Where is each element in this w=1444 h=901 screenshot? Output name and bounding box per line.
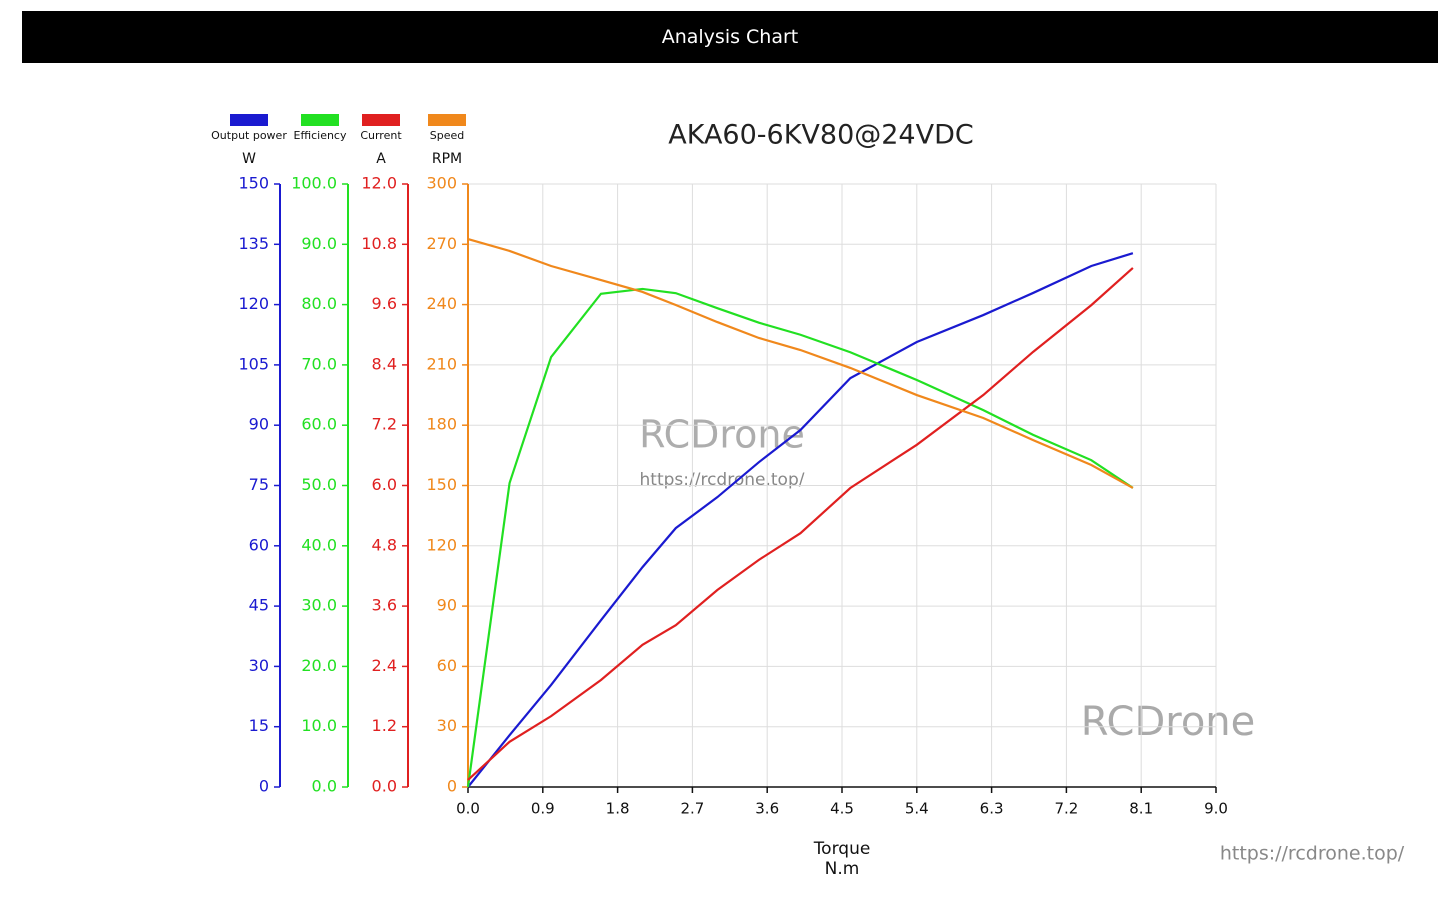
y-tick-label: 90.0	[301, 234, 337, 253]
y-tick-label: 30.0	[301, 596, 337, 615]
x-tick-label: 9.0	[1204, 800, 1228, 818]
x-tick-label: 4.5	[830, 800, 854, 818]
legend-swatch	[428, 114, 466, 126]
series-line	[467, 238, 1134, 489]
y-tick-label: 2.4	[372, 656, 397, 675]
chart-title: AKA60-6KV80@24VDC	[668, 120, 973, 151]
y-tick-label: 135	[238, 234, 269, 253]
y4-axis-unit: RPM	[432, 151, 462, 167]
x-axis-label: Torque	[813, 839, 871, 859]
x-tick-label: 8.1	[1129, 800, 1153, 818]
y-tick-label: 150	[238, 174, 269, 193]
y-axis-unit: W	[242, 151, 256, 167]
legend-swatch	[362, 114, 400, 126]
y-tick-label: 4.8	[372, 535, 397, 554]
x-tick-label: 1.8	[606, 800, 630, 818]
y-tick-label: 7.2	[372, 415, 397, 434]
y-tick-label: 60.0	[301, 415, 337, 434]
y-tick-label: 40.0	[301, 535, 337, 554]
y-tick-label: 10.8	[361, 234, 397, 253]
series-line	[467, 267, 1134, 781]
y-tick-label: 150	[426, 475, 457, 494]
y-tick-label: 75	[249, 475, 269, 494]
y-tick-label: 180	[426, 415, 457, 434]
y-tick-label: 60	[249, 535, 269, 554]
legend-swatch	[301, 114, 339, 126]
x-tick-label: 6.3	[980, 800, 1004, 818]
y-tick-label: 100.0	[291, 174, 337, 193]
y-tick-label: 20.0	[301, 656, 337, 675]
y-tick-label: 105	[238, 354, 269, 373]
y3-axis-unit: A	[376, 151, 386, 167]
watermark: https://rcdrone.top/	[640, 470, 805, 490]
y-tick-label: 0	[447, 777, 457, 796]
y-tick-label: 10.0	[301, 716, 337, 735]
x-tick-label: 7.2	[1054, 800, 1078, 818]
x-tick-label: 0.9	[531, 800, 555, 818]
watermark: RCDrone	[1081, 699, 1256, 745]
y-tick-label: 8.4	[372, 354, 397, 373]
y-tick-label: 30	[437, 716, 457, 735]
legend-swatch	[230, 114, 268, 126]
y-tick-label: 90	[249, 415, 269, 434]
y-tick-label: 9.6	[372, 294, 397, 313]
x-tick-label: 5.4	[905, 800, 929, 818]
y-tick-label: 60	[437, 656, 457, 675]
y-tick-label: 70.0	[301, 354, 337, 373]
y-tick-label: 0.0	[312, 777, 337, 796]
y-tick-label: 210	[426, 354, 457, 373]
y-tick-label: 6.0	[372, 475, 397, 494]
series-line	[466, 287, 1134, 788]
y-tick-label: 270	[426, 234, 457, 253]
y-tick-label: 240	[426, 294, 457, 313]
legend-label: Current	[360, 129, 402, 142]
x-tick-label: 0.0	[456, 800, 480, 818]
y-tick-label: 50.0	[301, 475, 337, 494]
legend-label: Efficiency	[294, 129, 347, 142]
watermark: RCDrone	[639, 413, 805, 457]
x-tick-label: 2.7	[680, 800, 704, 818]
y-tick-label: 120	[238, 294, 269, 313]
y-tick-label: 1.2	[372, 716, 397, 735]
y-tick-label: 80.0	[301, 294, 337, 313]
y-tick-label: 0.0	[372, 777, 397, 796]
watermark: https://rcdrone.top/	[1220, 843, 1405, 865]
y-tick-label: 3.6	[372, 596, 397, 615]
y-tick-label: 300	[426, 174, 457, 193]
y-tick-label: 15	[249, 716, 269, 735]
y-tick-label: 90	[437, 596, 457, 615]
y-tick-label: 120	[426, 535, 457, 554]
y-tick-label: 30	[249, 656, 269, 675]
legend-label: Output power	[211, 129, 287, 142]
header-bar: Analysis Chart	[22, 11, 1438, 63]
legend-label: Speed	[430, 129, 464, 142]
x-tick-label: 3.6	[755, 800, 779, 818]
series-line	[467, 252, 1134, 788]
y-tick-label: 12.0	[361, 174, 397, 193]
y-tick-label: 0	[259, 777, 269, 796]
y-tick-label: 45	[249, 596, 269, 615]
x-axis-unit: N.m	[825, 859, 860, 879]
